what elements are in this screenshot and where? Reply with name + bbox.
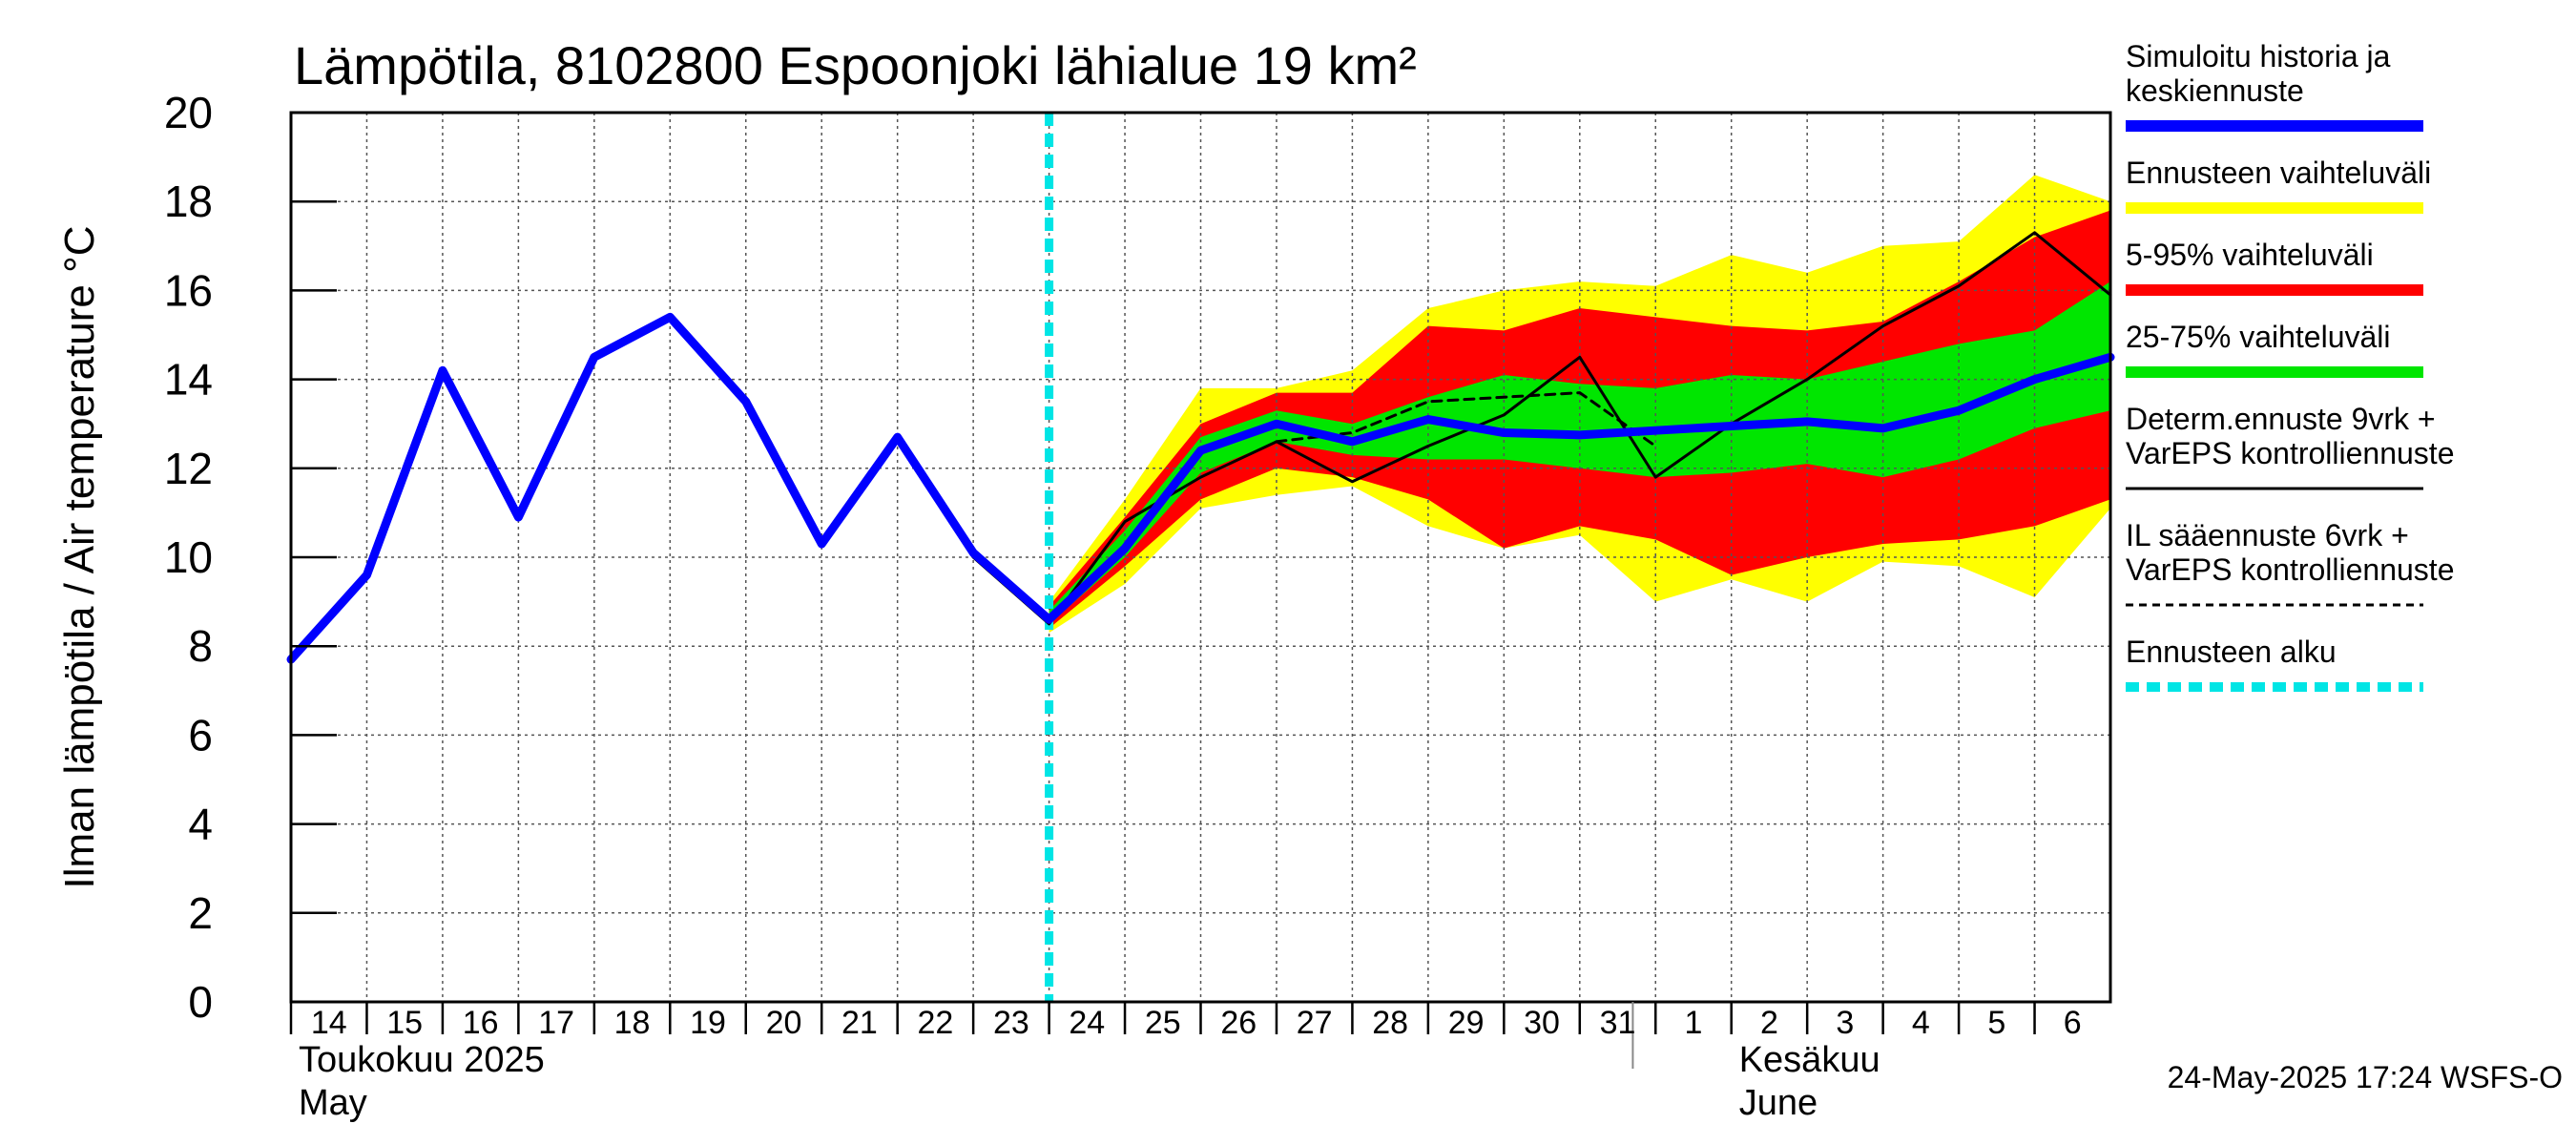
month-label-en: June: [1739, 1083, 1818, 1123]
il-forecast-series-line: [1275, 391, 1657, 448]
legend-label: Determ.ennuste 9vrk +: [2126, 402, 2436, 436]
legend-item: Ennusteen vaihteluväli: [2126, 156, 2431, 214]
legend-item: Ennusteen alku: [2126, 635, 2423, 692]
chart-title: Lämpötila, 8102800 Espoonjoki lähialue 1…: [294, 35, 1417, 95]
legend-label: keskiennuste: [2126, 73, 2304, 108]
x-tick-label: 1: [1685, 1005, 1703, 1041]
month-label-en: May: [299, 1083, 367, 1123]
x-tick-label: 20: [766, 1005, 802, 1041]
mean-series-line: [286, 312, 2115, 664]
forecast-bands: [1049, 175, 2110, 634]
x-tick-label: 15: [386, 1005, 423, 1041]
x-tick-label: 28: [1372, 1005, 1408, 1041]
band-3: [1049, 281, 2110, 624]
deterministic-series-line: [896, 231, 2112, 626]
legend-label: Ennusteen alku: [2126, 635, 2337, 669]
timestamp-footer: 24-May-2025 17:24 WSFS-O: [2168, 1060, 2563, 1094]
legend-label: VarEPS kontrolliennuste: [2126, 436, 2454, 470]
x-tick-label: 18: [614, 1005, 651, 1041]
y-tick-label: 6: [188, 710, 213, 760]
month-label-fi: Kesäkuu: [1739, 1040, 1880, 1080]
axis-ticks: [289, 111, 2036, 1069]
x-tick-label: 29: [1448, 1005, 1485, 1041]
x-tick-label: 25: [1145, 1005, 1181, 1041]
legend-item: Determ.ennuste 9vrk +VarEPS kontrollienn…: [2126, 402, 2454, 490]
y-tick-label: 12: [164, 444, 213, 493]
y-tick-label: 20: [164, 88, 213, 137]
x-tick-label: 5: [1987, 1005, 2005, 1041]
x-tick-label: 27: [1297, 1005, 1333, 1041]
x-tick-label: 24: [1069, 1005, 1105, 1041]
x-tick-label: 23: [993, 1005, 1029, 1041]
y-tick-label: 16: [164, 265, 213, 315]
legend-label: Simuloitu historia ja: [2126, 39, 2391, 73]
y-tick-label: 0: [188, 977, 213, 1027]
x-tick-label: 6: [2064, 1005, 2082, 1041]
x-tick-label: 4: [1912, 1005, 1930, 1041]
legend-label: IL sääennuste 6vrk +: [2126, 518, 2409, 552]
x-tick-label: 17: [538, 1005, 574, 1041]
y-tick-label: 14: [164, 355, 213, 405]
y-tick-label: 4: [188, 800, 213, 849]
y-axis-label: Ilman lämpötila / Air temperature °C: [56, 226, 103, 889]
y-tick-label: 2: [188, 888, 213, 938]
legend-item: 5-95% vaihteluväli: [2126, 238, 2423, 296]
x-tick-label: 21: [841, 1005, 878, 1041]
x-tick-label: 2: [1760, 1005, 1778, 1041]
x-tick-label: 26: [1220, 1005, 1257, 1041]
x-tick-label: 16: [463, 1005, 499, 1041]
y-tick-label: 10: [164, 532, 213, 582]
x-tick-label: 14: [311, 1005, 347, 1041]
x-tick-label: 22: [917, 1005, 953, 1041]
legend-item: IL sääennuste 6vrk + VarEPS kontrollienn…: [2126, 518, 2454, 607]
y-tick-label: 18: [164, 177, 213, 226]
legend-item: 25-75% vaihteluväli: [2126, 320, 2423, 378]
legend-label: 25-75% vaihteluväli: [2126, 320, 2391, 354]
legend-label: VarEPS kontrolliennuste: [2126, 552, 2454, 587]
y-tick-label: 8: [188, 621, 213, 671]
x-tick-label: 3: [1836, 1005, 1854, 1041]
legend-label: Ennusteen vaihteluväli: [2126, 156, 2431, 190]
x-tick-label: 19: [690, 1005, 726, 1041]
x-tick-label: 31: [1600, 1005, 1636, 1041]
month-label-fi: Toukokuu 2025: [299, 1040, 545, 1080]
series-lines: [286, 113, 2115, 1002]
legend-label: 5-95% vaihteluväli: [2126, 238, 2374, 272]
x-tick-label: 30: [1524, 1005, 1560, 1041]
